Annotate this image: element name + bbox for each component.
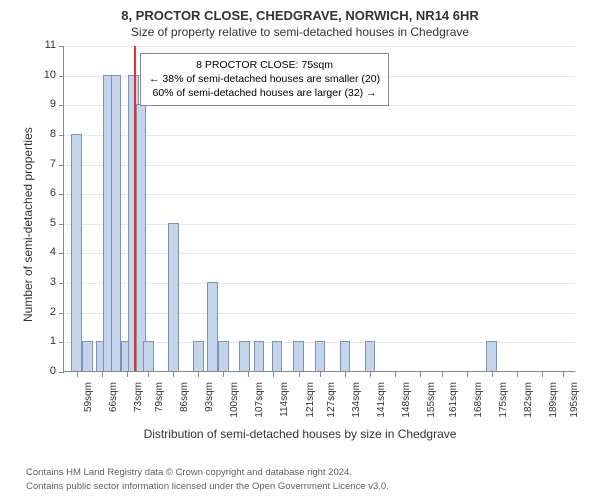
ytick-mark (59, 342, 64, 343)
xtick-label: 79sqm (154, 382, 165, 426)
ytick-mark (59, 105, 64, 106)
xtick-label: 161sqm (448, 382, 459, 426)
ytick-mark (59, 46, 64, 47)
xtick-mark (173, 372, 174, 377)
xtick-label: 86sqm (179, 382, 190, 426)
histogram-bar (486, 341, 497, 371)
histogram-bar (340, 341, 351, 371)
title-sub: Size of property relative to semi-detach… (0, 23, 600, 39)
histogram-bar (193, 341, 204, 371)
ytick-mark (59, 283, 64, 284)
histogram-bar (207, 282, 218, 371)
title-main: 8, PROCTOR CLOSE, CHEDGRAVE, NORWICH, NR… (0, 0, 600, 23)
histogram-bar (239, 341, 250, 371)
annotation-line3: 60% of semi-detached houses are larger (… (149, 86, 380, 100)
histogram-bar (143, 341, 154, 371)
xtick-mark (320, 372, 321, 377)
histogram-bar (218, 341, 229, 371)
histogram-bar (315, 341, 326, 371)
xtick-label: 175sqm (498, 382, 509, 426)
histogram-bar (365, 341, 376, 371)
xtick-mark (420, 372, 421, 377)
xtick-mark (517, 372, 518, 377)
xtick-mark (299, 372, 300, 377)
xtick-mark (127, 372, 128, 377)
histogram-bar (136, 104, 147, 371)
xtick-mark (395, 372, 396, 377)
xtick-label: 127sqm (326, 382, 337, 426)
ytick-label: 9 (36, 98, 56, 110)
reference-line (134, 46, 136, 371)
xtick-mark (198, 372, 199, 377)
xtick-label: 66sqm (108, 382, 119, 426)
xtick-mark (273, 372, 274, 377)
xtick-mark (442, 372, 443, 377)
ytick-label: 0 (36, 365, 56, 377)
ytick-label: 1 (36, 335, 56, 347)
xtick-label: 134sqm (351, 382, 362, 426)
histogram-bar (254, 341, 265, 371)
ytick-label: 11 (36, 39, 56, 51)
annotation-line2: ← 38% of semi-detached houses are smalle… (149, 72, 380, 86)
annotation-box: 8 PROCTOR CLOSE: 75sqm ← 38% of semi-det… (140, 53, 389, 106)
xtick-mark (467, 372, 468, 377)
xtick-label: 141sqm (376, 382, 387, 426)
ytick-mark (59, 165, 64, 166)
ytick-label: 10 (36, 69, 56, 81)
xtick-mark (102, 372, 103, 377)
ytick-mark (59, 372, 64, 373)
x-axis-label: Distribution of semi-detached houses by … (0, 427, 600, 441)
gridline (64, 46, 575, 47)
histogram-bar (111, 75, 122, 371)
xtick-label: 100sqm (229, 382, 240, 426)
xtick-label: 121sqm (305, 382, 316, 426)
ytick-mark (59, 76, 64, 77)
xtick-label: 155sqm (426, 382, 437, 426)
xtick-mark (223, 372, 224, 377)
xtick-mark (542, 372, 543, 377)
footer-line1: Contains HM Land Registry data © Crown c… (26, 467, 352, 478)
xtick-label: 107sqm (254, 382, 265, 426)
xtick-mark (370, 372, 371, 377)
y-axis-label: Number of semi-detached properties (21, 102, 35, 322)
ytick-label: 6 (36, 187, 56, 199)
ytick-label: 7 (36, 158, 56, 170)
xtick-label: 73sqm (133, 382, 144, 426)
xtick-label: 182sqm (523, 382, 534, 426)
xtick-label: 189sqm (548, 382, 559, 426)
xtick-label: 195sqm (569, 382, 580, 426)
xtick-label: 93sqm (204, 382, 215, 426)
xtick-label: 148sqm (401, 382, 412, 426)
ytick-mark (59, 194, 64, 195)
histogram-bar (82, 341, 93, 371)
xtick-label: 59sqm (83, 382, 94, 426)
ytick-mark (59, 135, 64, 136)
xtick-mark (492, 372, 493, 377)
xtick-mark (248, 372, 249, 377)
ytick-label: 4 (36, 246, 56, 258)
ytick-mark (59, 313, 64, 314)
ytick-label: 3 (36, 276, 56, 288)
footer-line2: Contains public sector information licen… (26, 481, 389, 492)
histogram-bar (168, 223, 179, 371)
histogram-bar (272, 341, 283, 371)
ytick-label: 5 (36, 217, 56, 229)
xtick-mark (148, 372, 149, 377)
histogram-bar (293, 341, 304, 371)
annotation-line1: 8 PROCTOR CLOSE: 75sqm (149, 58, 380, 72)
ytick-mark (59, 224, 64, 225)
xtick-mark (77, 372, 78, 377)
histogram-bar (71, 134, 82, 371)
xtick-mark (345, 372, 346, 377)
ytick-label: 8 (36, 128, 56, 140)
ytick-label: 2 (36, 306, 56, 318)
ytick-mark (59, 253, 64, 254)
xtick-label: 114sqm (279, 382, 290, 426)
xtick-label: 168sqm (473, 382, 484, 426)
xtick-mark (563, 372, 564, 377)
